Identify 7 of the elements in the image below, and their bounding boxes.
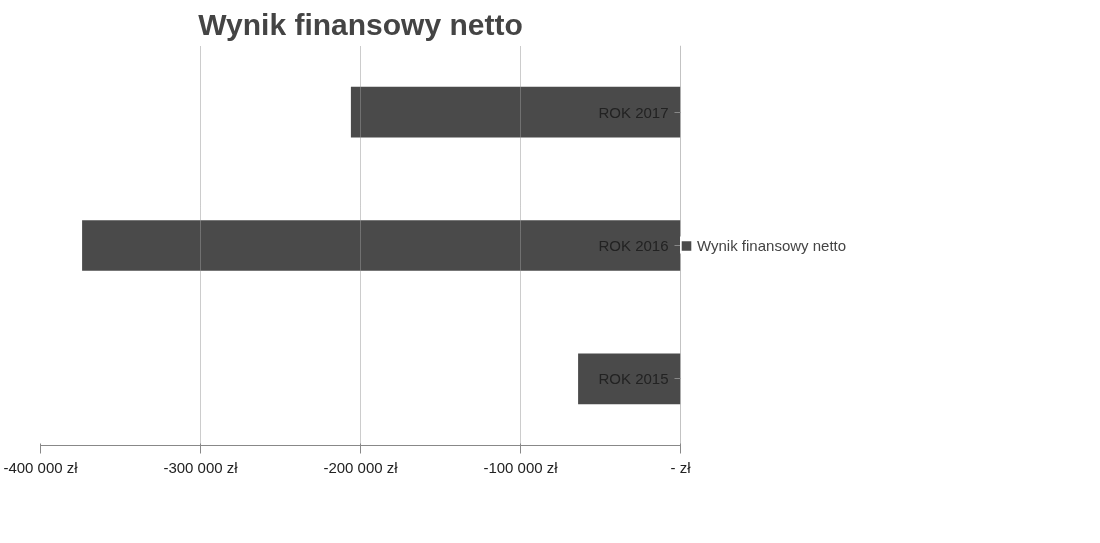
x-tick-label: -200 000 zł [323, 458, 399, 476]
x-tick-label: -300 000 zł [163, 458, 239, 476]
x-tick-label: - zł [670, 458, 692, 476]
legend-label: Wynik finansowy netto [697, 236, 847, 254]
x-tick-label: -400 000 zł [3, 458, 79, 476]
chart-title: Wynik finansowy netto [198, 7, 523, 41]
x-tick-label: -100 000 zł [483, 458, 559, 476]
